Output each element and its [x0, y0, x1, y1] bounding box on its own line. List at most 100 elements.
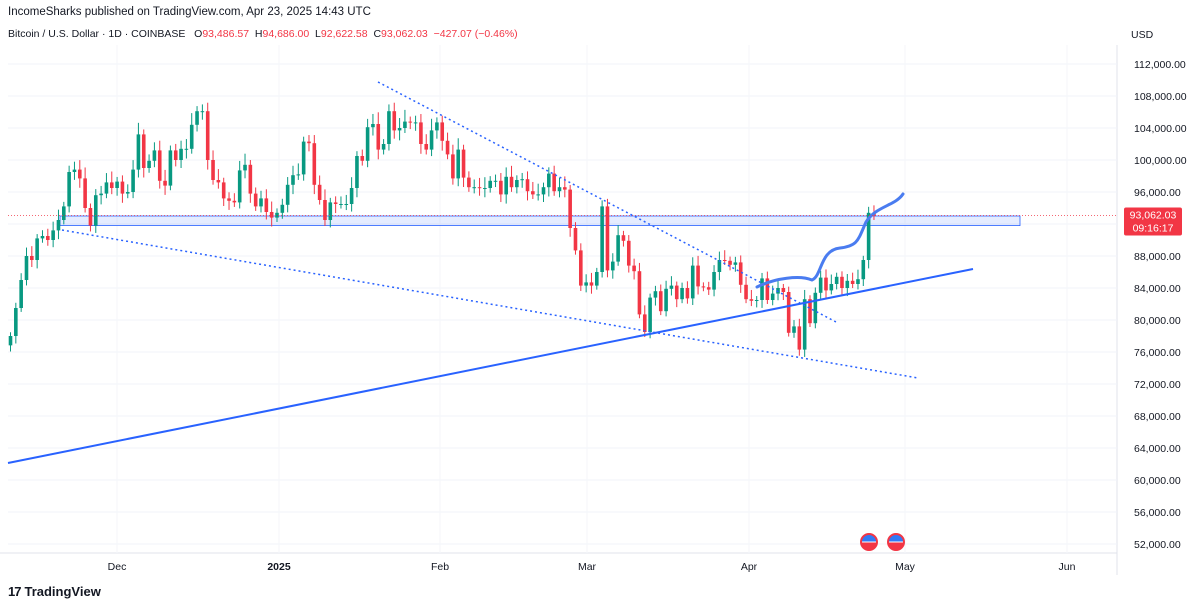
candle-body [40, 236, 45, 239]
candle-body [738, 262, 743, 285]
ohlc-legend: Bitcoin / U.S. Dollar · 1D · COINBASE O9… [8, 28, 518, 40]
candle-body [642, 314, 647, 332]
candle-body [579, 250, 583, 286]
price-tag [1124, 207, 1182, 236]
y-tick-label: 52,000.00 [1134, 539, 1181, 551]
candle-body [307, 141, 311, 144]
y-tick-label: 88,000.00 [1134, 251, 1181, 263]
candle-body [712, 272, 716, 290]
candle-body [637, 271, 642, 315]
candle-body [573, 228, 578, 251]
candle-body [616, 235, 620, 262]
candle-body [83, 178, 87, 208]
candle-body [563, 187, 567, 190]
candle-body [205, 111, 210, 160]
candle-body [504, 176, 508, 195]
candle-body [264, 198, 269, 212]
wedge-upper-line [377, 81, 839, 324]
candle-body [856, 279, 860, 284]
candle-body [403, 121, 407, 128]
candle-body [610, 261, 615, 271]
candle-body [93, 195, 98, 226]
candle-body [424, 144, 429, 150]
candle-body [440, 122, 445, 141]
y-tick-label: 112,000.00 [1134, 59, 1186, 71]
candle-body [88, 208, 93, 226]
tradingview-brand: 17 TradingView [8, 584, 101, 599]
candle-body [30, 256, 34, 260]
candle-body [355, 156, 359, 188]
candle-body [216, 180, 221, 183]
y-tick-label: 100,000.00 [1134, 155, 1187, 167]
candle-body [802, 299, 807, 350]
candle-body [296, 174, 301, 176]
candle-body [515, 180, 519, 188]
y-tick-label: 76,000.00 [1134, 347, 1181, 359]
candle-body [259, 198, 263, 207]
candle-body [62, 206, 66, 220]
candle-body [456, 149, 461, 179]
candle-body [531, 191, 535, 195]
candle-body [461, 149, 466, 178]
x-tick-label: May [895, 561, 916, 573]
candle-body [467, 177, 471, 188]
us-flag-icon[interactable] [860, 533, 878, 551]
candle-body [8, 336, 13, 346]
candle-body [557, 187, 562, 192]
candle-body [419, 122, 423, 144]
candle-body [760, 278, 764, 300]
candle-body [626, 240, 631, 266]
candle-body [115, 181, 119, 188]
candle-body [200, 111, 205, 113]
candle-body [568, 189, 572, 228]
candle-body [269, 212, 274, 218]
candle-body [808, 299, 812, 324]
brand-name: TradingView [24, 584, 101, 599]
candle-body [46, 236, 50, 240]
candle-body [344, 204, 349, 205]
candle-body [237, 170, 242, 203]
candle-body [371, 124, 375, 128]
low-label: L [315, 28, 321, 40]
candle-body [696, 265, 700, 287]
candle-body [728, 260, 732, 265]
candle-body [141, 134, 146, 168]
publisher-line: IncomeSharks published on TradingView.co… [8, 6, 371, 18]
high-label: H [254, 28, 263, 40]
candle-body [834, 276, 839, 284]
candle-body [429, 130, 434, 150]
x-tick-label: 2025 [267, 561, 291, 573]
candle-body [184, 148, 189, 150]
candle-body [472, 187, 477, 189]
candle-body [285, 184, 290, 205]
candle-body [253, 193, 258, 207]
y-tick-label: 64,000.00 [1134, 443, 1181, 455]
high-value: 94,686.00 [262, 28, 310, 40]
candle-body [664, 288, 668, 312]
candle-body [653, 291, 658, 298]
candle-body [227, 198, 231, 201]
candle-body [163, 180, 167, 186]
candle-body [632, 265, 636, 272]
rising-trendline [7, 268, 974, 464]
currency-label[interactable]: USD [1131, 29, 1154, 41]
candle-body [147, 160, 151, 168]
candle-body [157, 150, 162, 181]
candle-body [376, 124, 381, 150]
close-label: C [373, 28, 382, 40]
candle-body [232, 200, 237, 203]
candle-body [413, 122, 418, 124]
candle-body [67, 172, 71, 207]
candle-body [51, 230, 55, 240]
candle-body [387, 111, 391, 144]
candle-body [840, 276, 844, 288]
candle-body [179, 148, 183, 160]
candle-body [312, 143, 317, 185]
candle-body [658, 291, 663, 312]
symbol-label[interactable]: Bitcoin / U.S. Dollar · 1D · COINBASE [8, 28, 186, 40]
candle-body [477, 187, 482, 189]
us-flag-icon[interactable] [887, 533, 905, 551]
candle-body [589, 282, 594, 286]
candle-body [861, 260, 866, 280]
